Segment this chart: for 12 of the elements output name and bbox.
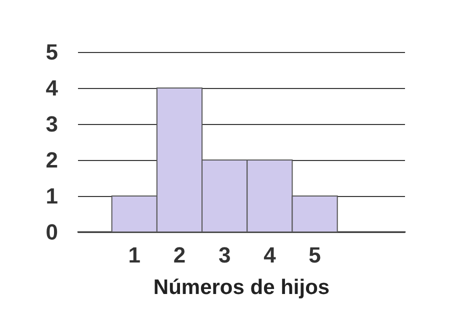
x-tick-label: 4 (264, 242, 277, 268)
x-tick-label: 3 (218, 242, 231, 268)
y-tick-label: 2 (46, 148, 58, 172)
y-tick-label: 5 (46, 40, 58, 64)
y-tick-label: 1 (46, 184, 58, 208)
y-tick-label: 0 (46, 220, 58, 244)
y-tick-label: 4 (46, 76, 59, 100)
x-tick-label: 5 (308, 242, 321, 268)
x-tick-label: 2 (173, 242, 186, 268)
x-tick-label: 1 (128, 242, 141, 268)
y-tick-label: 3 (46, 112, 58, 136)
x-axis-title: Números de hijos (153, 276, 330, 299)
